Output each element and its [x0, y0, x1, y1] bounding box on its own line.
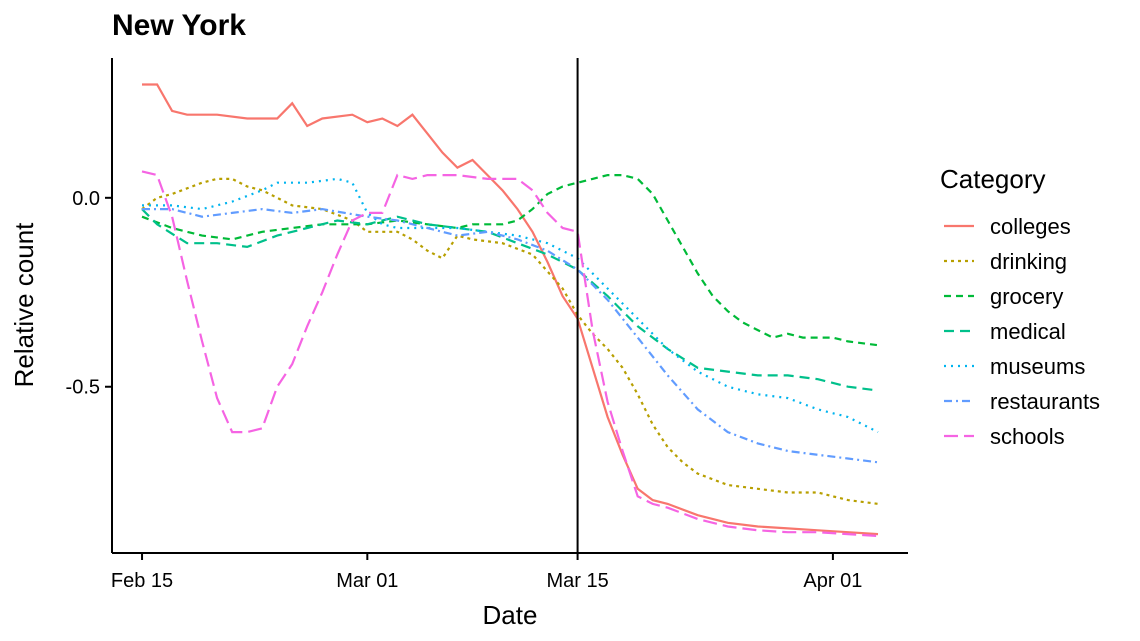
y-tick-label: -0.5 [66, 377, 100, 399]
x-axis-label: Date [483, 600, 538, 630]
plot-area: Feb 15 Mar 01 Mar 15 Apr 01 0.0 -0.5 [66, 58, 908, 592]
x-tick-label: Apr 01 [803, 570, 862, 592]
series-line-restaurants [142, 207, 879, 464]
legend-label-museums: museums [990, 354, 1085, 379]
legend: Category colleges drinking grocery medical m… [940, 164, 1100, 449]
series-line-grocery [141, 174, 879, 347]
series-line-drinking [141, 177, 879, 505]
legend-label-colleges: colleges [990, 214, 1071, 239]
series-line-museums [142, 177, 879, 434]
x-tick-label: Feb 15 [111, 570, 173, 592]
x-tick-label: Mar 15 [546, 570, 608, 592]
x-tick-label: Mar 01 [336, 570, 398, 592]
legend-label-medical: medical [990, 319, 1066, 344]
series-layer [141, 83, 879, 538]
legend-label-schools: schools [990, 424, 1065, 449]
x-axis-ticks: Feb 15 Mar 01 Mar 15 Apr 01 [111, 553, 862, 592]
y-tick-label: 0.0 [72, 188, 100, 210]
legend-items: colleges drinking grocery medical museums res… [944, 214, 1100, 449]
y-axis-label: Relative count [9, 222, 39, 388]
legend-label-drinking: drinking [990, 249, 1067, 274]
series-line-medical [141, 208, 879, 392]
legend-title: Category [940, 164, 1046, 194]
series-line-colleges [142, 83, 879, 536]
legend-label-grocery: grocery [990, 284, 1063, 309]
legend-label-restaurants: restaurants [990, 389, 1100, 414]
chart-title: New York [112, 9, 246, 42]
series-line-schools [141, 170, 879, 538]
y-axis-ticks: 0.0 -0.5 [66, 188, 112, 399]
